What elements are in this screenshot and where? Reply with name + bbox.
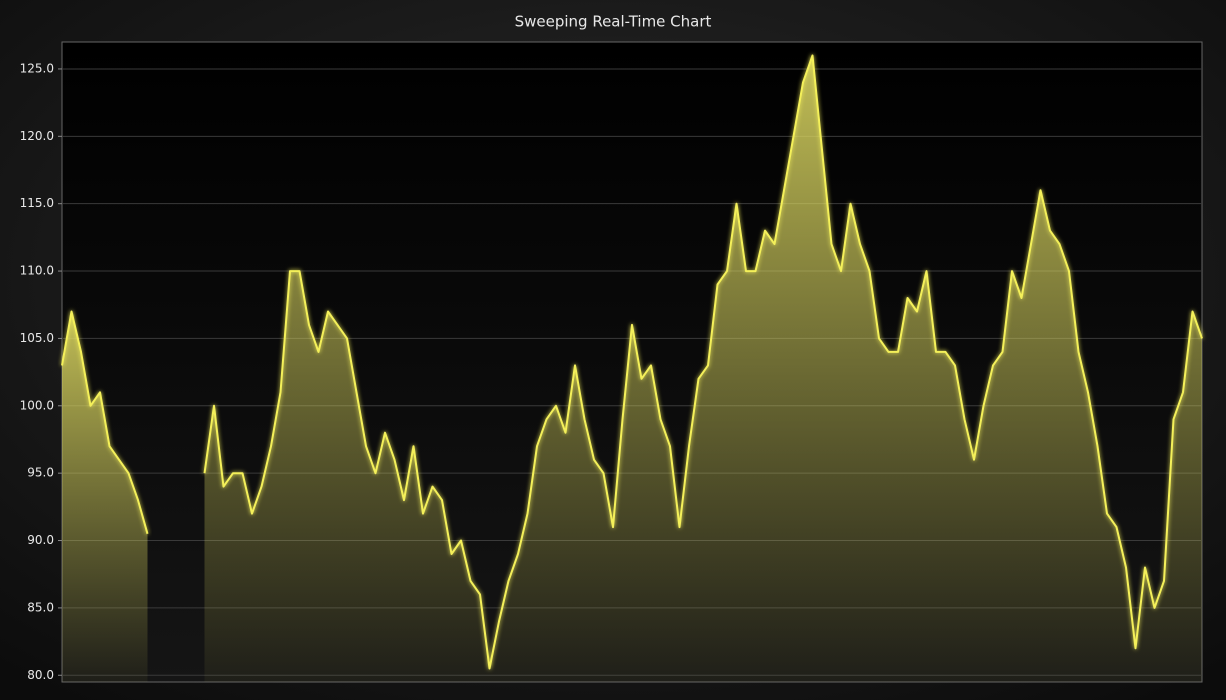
y-tick-label: 110.0 (20, 264, 54, 278)
y-tick-label: 105.0 (20, 331, 54, 345)
y-tick-label: 85.0 (27, 600, 54, 614)
line (61, 310, 149, 535)
y-tick-label: 120.0 (20, 129, 54, 143)
area (62, 311, 148, 682)
area (204, 55, 1202, 682)
chart-title: Sweeping Real-Time Chart (515, 13, 712, 31)
y-tick-label: 115.0 (20, 196, 54, 210)
y-tick-label: 90.0 (27, 533, 54, 547)
y-tick-label: 100.0 (20, 398, 54, 412)
y-tick-label: 80.0 (27, 668, 54, 682)
y-tick-label: 125.0 (20, 61, 54, 75)
y-tick-label: 95.0 (27, 466, 54, 480)
line (203, 54, 1203, 670)
